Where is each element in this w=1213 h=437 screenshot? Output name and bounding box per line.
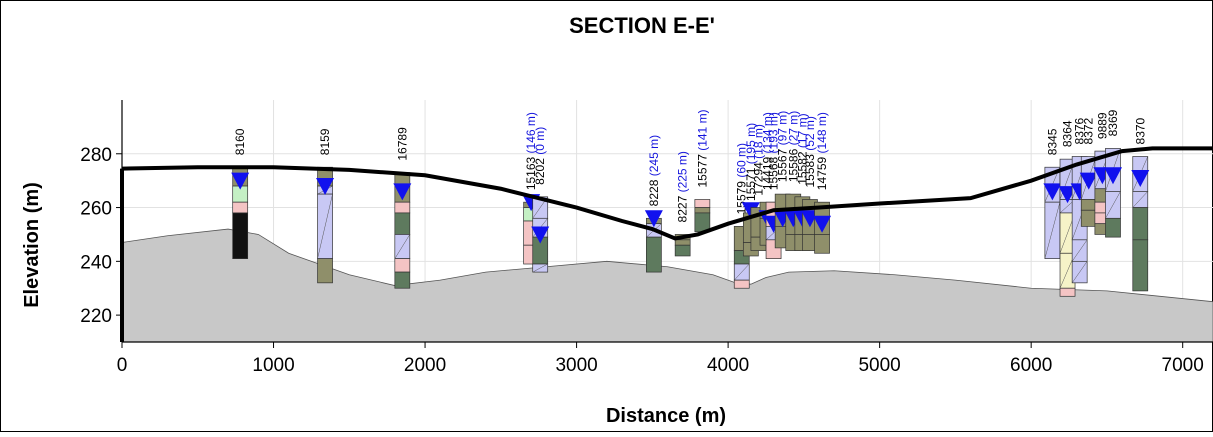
x-tick-label: 3000 [555, 355, 597, 376]
y-tick-label: 240 [80, 252, 112, 273]
borehole-label: 15571 (195 m) [744, 123, 758, 201]
borehole: 15577 (141 m) [694, 109, 711, 233]
borehole-label: 8345 [1045, 128, 1059, 155]
borehole: 8370 [1131, 117, 1150, 292]
borehole-layer [1105, 217, 1121, 238]
water-level-icon [393, 183, 412, 201]
borehole: 8372 [1079, 117, 1098, 227]
borehole-label: 8376 [1073, 117, 1087, 144]
borehole-label: 15163 (146 m) [524, 112, 538, 190]
borehole-layer [674, 239, 691, 246]
borehole-layer [1059, 287, 1076, 297]
borehole-label: 14419 (134 m) [761, 112, 775, 190]
borehole: 8364 [1058, 120, 1077, 297]
borehole: 8159 [316, 128, 335, 284]
x-axis-label: Distance (m) [606, 405, 726, 427]
borehole-hatch [1071, 261, 1088, 283]
borehole: 8369 [1103, 109, 1122, 238]
x-tick-label: 4000 [707, 355, 749, 376]
borehole-hatch [734, 263, 750, 281]
water-level-icon [1079, 172, 1098, 190]
x-tick-label: 2000 [404, 355, 446, 376]
borehole-layer [1132, 207, 1149, 241]
x-tick-label: 7000 [1162, 355, 1204, 376]
borehole-layer [694, 199, 711, 208]
borehole-hatch [317, 194, 333, 259]
borehole-label: 8370 [1133, 117, 1147, 144]
borehole-label: 15583 (52 m) [803, 116, 817, 187]
borehole-label: 15567 (97 m) [776, 111, 790, 182]
borehole-layer [394, 212, 411, 235]
borehole-label: 14759 (148 m) [815, 112, 829, 190]
borehole-label: 8202 (0 m) [533, 127, 547, 185]
borehole-label: 8372 [1082, 117, 1096, 144]
borehole-layer [394, 258, 411, 273]
water-level-icon [813, 215, 832, 233]
borehole-hatch [1132, 191, 1148, 208]
x-tick-label: 1000 [252, 355, 294, 376]
borehole-layer [1080, 199, 1097, 211]
y-tick-label: 280 [80, 145, 112, 166]
y-tick-label: 220 [80, 306, 112, 327]
borehole-label: 17294 (18 m) [751, 124, 765, 195]
borehole: 8345 [1043, 128, 1062, 259]
borehole-label: 8227 (225 m) [676, 151, 690, 222]
borehole-label: 8228 (245 m) [647, 135, 661, 206]
borehole-label: 8364 [1061, 120, 1075, 147]
borehole-layer [733, 279, 750, 289]
borehole-hatch [394, 234, 411, 259]
borehole-label: 16789 [395, 127, 409, 161]
borehole-hatch [1044, 202, 1061, 259]
water-level-icon [644, 210, 663, 228]
borehole: 8227 (225 m) [674, 151, 691, 257]
borehole-layer [694, 207, 711, 214]
x-tick-label: 5000 [858, 355, 900, 376]
water-level-icon [316, 178, 335, 196]
water-level-icon [1103, 167, 1122, 185]
bedrock-area [121, 228, 1213, 343]
borehole-layer [232, 201, 249, 214]
borehole-layer [1132, 239, 1149, 292]
borehole-label: 9889 [1095, 112, 1109, 139]
borehole-label: 15568 (193 m) [767, 112, 781, 190]
borehole-layer [232, 212, 249, 259]
borehole-layer [394, 201, 411, 214]
borehole-hatch [1071, 239, 1088, 262]
borehole-label: 15586 (27 m) [786, 111, 800, 182]
plot-area: 0 1000 2000 3000 4000 5000 6000 7000 220 240 260 28… [80, 100, 1213, 376]
borehole-label: 15582 (17 m) [795, 113, 809, 184]
borehole: 16789 [393, 127, 412, 289]
ground-surface-line [121, 146, 1213, 241]
water-level-icon [1131, 169, 1150, 187]
borehole: 14759 (148 m) [813, 112, 832, 254]
borehole: 8160 [231, 128, 250, 259]
water-level-icon [1043, 183, 1062, 201]
borehole-layer [1080, 209, 1097, 227]
borehole-layer [646, 236, 662, 273]
borehole: 8228 (245 m) [644, 135, 663, 273]
borehole-label: 15577 (141 m) [695, 109, 709, 187]
borehole-label: 8159 [318, 128, 332, 155]
borehole-layer [317, 258, 333, 284]
borehole-layer [394, 271, 411, 289]
borehole-layer [814, 234, 830, 254]
borehole-layer [674, 244, 691, 257]
y-axis-label: Elevation (m) [21, 182, 43, 308]
borehole-label: 8369 [1106, 109, 1120, 136]
x-tick-label: 6000 [1010, 355, 1052, 376]
water-level-icon [531, 226, 550, 244]
water-level-icon [231, 172, 250, 190]
borehole: 8202 (0 m) [531, 127, 550, 273]
chart-title: SECTION E-E' [569, 13, 715, 38]
borehole-label: 8160 [233, 128, 247, 155]
borehole-hatch [532, 263, 548, 273]
x-tick-label: 0 [117, 355, 128, 376]
y-tick-label: 260 [80, 199, 112, 220]
borehole-hatch [1105, 191, 1121, 219]
